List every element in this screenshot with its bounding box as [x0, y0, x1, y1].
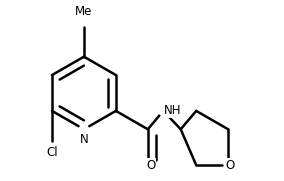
Text: Cl: Cl: [46, 146, 58, 159]
Text: Me: Me: [75, 5, 93, 18]
Text: O: O: [226, 159, 235, 172]
Text: NH: NH: [164, 104, 182, 117]
Text: O: O: [146, 159, 155, 172]
Text: N: N: [80, 133, 88, 146]
